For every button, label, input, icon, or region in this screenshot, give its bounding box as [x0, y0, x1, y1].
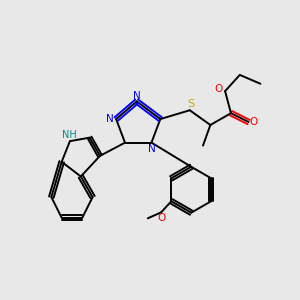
Text: O: O	[214, 84, 223, 94]
Text: S: S	[187, 99, 194, 109]
Text: O: O	[250, 117, 258, 127]
Text: N: N	[148, 144, 156, 154]
Text: N: N	[133, 91, 141, 100]
Text: NH: NH	[62, 130, 77, 140]
Text: O: O	[157, 213, 165, 223]
Text: N: N	[106, 114, 113, 124]
